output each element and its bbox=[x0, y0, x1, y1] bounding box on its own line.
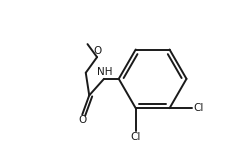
Text: NH: NH bbox=[97, 67, 113, 77]
Text: Cl: Cl bbox=[193, 103, 203, 113]
Text: Cl: Cl bbox=[131, 132, 141, 142]
Text: O: O bbox=[93, 46, 101, 56]
Text: O: O bbox=[78, 115, 87, 125]
